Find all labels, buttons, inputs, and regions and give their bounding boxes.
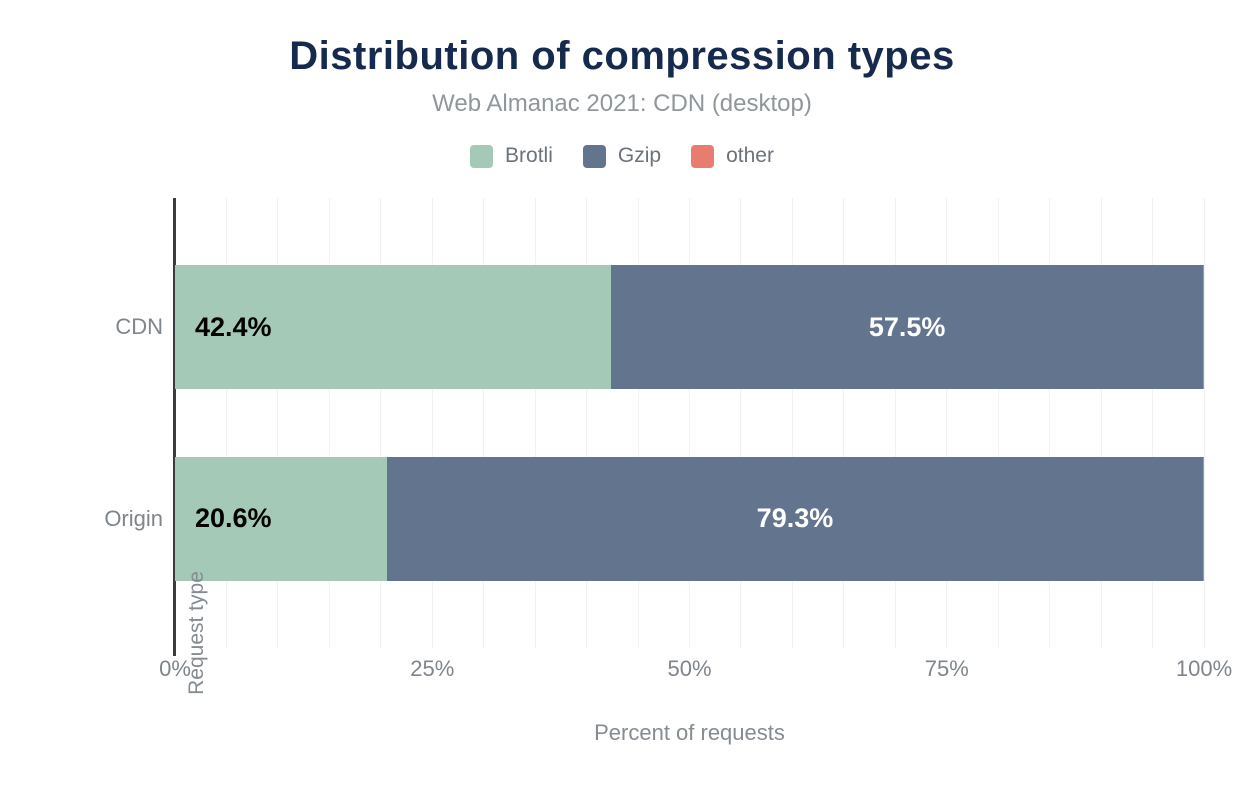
gridline-10: [277, 198, 279, 648]
bar-segment-cdn-brotli: 42.4%: [175, 265, 612, 390]
x-tick-75: 75%: [924, 656, 969, 681]
bar-segment-cdn-other: [1202, 265, 1204, 390]
category-label-cdn: CDN: [115, 314, 163, 340]
gridline-30: [483, 198, 485, 648]
bar-row-cdn: 42.4% 57.5%: [175, 265, 1204, 390]
category-label-origin: Origin: [104, 505, 163, 531]
gridline-60: [791, 198, 793, 648]
gridline-55: [740, 198, 742, 648]
gridline-20: [380, 198, 382, 648]
y-axis-title: Request type: [185, 571, 208, 695]
gridline-65: [843, 198, 845, 648]
x-tick-100: 100%: [1175, 656, 1233, 681]
gridline-95: [1152, 198, 1154, 648]
gridline-100: [1203, 198, 1205, 648]
gridline-80: [997, 198, 999, 648]
legend-item-gzip[interactable]: Gzip: [582, 144, 662, 168]
x-axis-title: Percent of requests: [594, 720, 785, 745]
legend-swatch-other: [691, 144, 715, 168]
x-tick-50: 50%: [667, 656, 712, 681]
gridline-45: [637, 198, 639, 648]
gridline-35: [534, 198, 536, 648]
plot-area: 42.4% 57.5% 20.6% 79.3% Request type: [175, 198, 1205, 695]
legend-label-other: other: [726, 144, 774, 167]
gridline-85: [1049, 198, 1051, 648]
data-label-cdn-gzip: 57.5%: [868, 311, 946, 342]
gridline-75: [946, 198, 948, 648]
chart-subtitle: Web Almanac 2021: CDN (desktop): [432, 90, 812, 117]
data-label-origin-gzip: 79.3%: [756, 503, 834, 534]
gridline-90: [1100, 198, 1102, 648]
data-label-cdn-brotli: 42.4%: [195, 311, 272, 342]
legend-item-brotli[interactable]: Brotli: [470, 144, 553, 168]
legend-label-gzip: Gzip: [617, 144, 662, 167]
x-tick-25: 25%: [410, 656, 455, 681]
gridline-40: [586, 198, 588, 648]
legend-swatch-gzip: [582, 144, 606, 168]
legend-item-other[interactable]: other: [691, 144, 774, 168]
data-label-origin-brotli: 20.6%: [195, 503, 272, 534]
legend: Brotli Gzip other: [0, 144, 1244, 168]
bar-segment-cdn-gzip: 57.5%: [611, 265, 1203, 390]
bar-segment-origin-gzip: 79.3%: [386, 456, 1203, 581]
gridline-25: [431, 198, 433, 648]
legend-swatch-brotli: [470, 144, 494, 168]
gridline-70: [894, 198, 896, 648]
bar-segment-origin-brotli: 20.6%: [175, 456, 387, 581]
gridline-15: [328, 198, 330, 648]
chart-title: Distribution of compression types: [289, 34, 955, 78]
gridline-50: [689, 198, 690, 648]
bar-segment-origin-other: [1202, 456, 1204, 581]
gridline-5: [225, 198, 227, 648]
y-axis-line: [173, 198, 176, 656]
legend-label-brotli: Brotli: [505, 144, 553, 167]
x-tick-0: 0%: [159, 656, 191, 681]
bar-row-origin: 20.6% 79.3%: [175, 456, 1204, 581]
